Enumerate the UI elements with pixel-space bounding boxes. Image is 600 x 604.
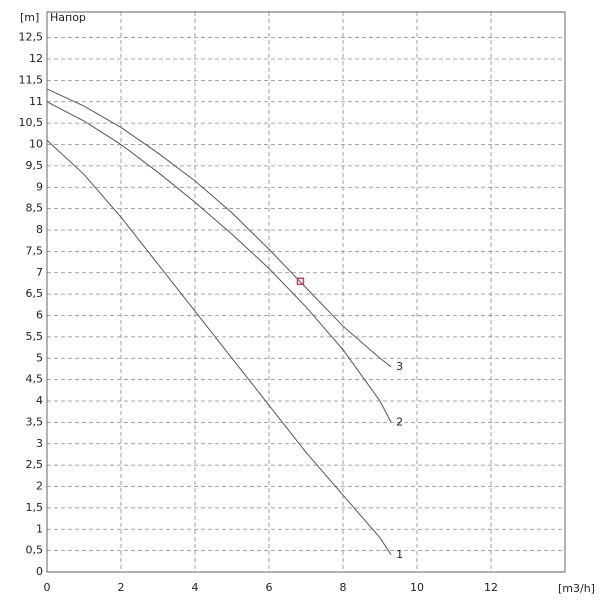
curve <box>46 101 392 423</box>
y-tick-label: 1,5 <box>26 501 44 514</box>
y-tick-label: 7 <box>36 266 43 279</box>
x-tick-label: 12 <box>484 581 498 594</box>
y-tick-label: 1 <box>36 522 43 535</box>
operating-point <box>296 277 305 286</box>
y-tick-label: 4 <box>36 394 43 407</box>
y-tick-label: 2 <box>36 480 43 493</box>
y-axis-title: Напор <box>50 11 86 24</box>
y-tick-label: 8 <box>36 223 43 236</box>
y-tick-label: 0,5 <box>26 544 44 557</box>
y-tick-label: 3,5 <box>26 415 44 428</box>
y-tick-label: 0 <box>36 565 43 578</box>
y-tick-label: 10,5 <box>19 116 44 129</box>
y-tick-label: 8,5 <box>26 202 44 215</box>
y-tick-label: 5,5 <box>26 330 44 343</box>
y-tick-label: 6,5 <box>26 287 44 300</box>
curve-label: 2 <box>396 415 403 428</box>
x-axis-unit: [m3/h] <box>558 582 595 595</box>
x-tick-label: 0 <box>44 581 51 594</box>
y-tick-label: 9 <box>36 180 43 193</box>
curve-label: 1 <box>396 548 403 561</box>
y-tick-label: 12,5 <box>19 31 44 44</box>
y-tick-label: 12 <box>29 52 43 65</box>
x-tick-label: 2 <box>118 581 125 594</box>
y-tick-label: 9,5 <box>26 159 44 172</box>
x-tick-label: 6 <box>266 581 273 594</box>
x-tick-label: 8 <box>340 581 347 594</box>
y-tick-label: 11 <box>29 95 43 108</box>
curve <box>46 88 392 368</box>
curve <box>46 139 392 556</box>
y-tick-label: 10 <box>29 138 43 151</box>
y-tick-label: 4,5 <box>26 373 44 386</box>
y-axis-unit: [m] <box>20 11 39 24</box>
y-tick-label: 11,5 <box>19 73 44 86</box>
y-tick-label: 5 <box>36 351 43 364</box>
y-tick-label: 3 <box>36 437 43 450</box>
y-tick-label: 6 <box>36 309 43 322</box>
plot-frame <box>46 11 566 573</box>
curve-label: 3 <box>396 360 403 373</box>
y-tick-label: 7,5 <box>26 244 44 257</box>
y-tick-label: 2,5 <box>26 458 44 471</box>
x-tick-label: 10 <box>410 581 424 594</box>
x-tick-label: 4 <box>192 581 199 594</box>
